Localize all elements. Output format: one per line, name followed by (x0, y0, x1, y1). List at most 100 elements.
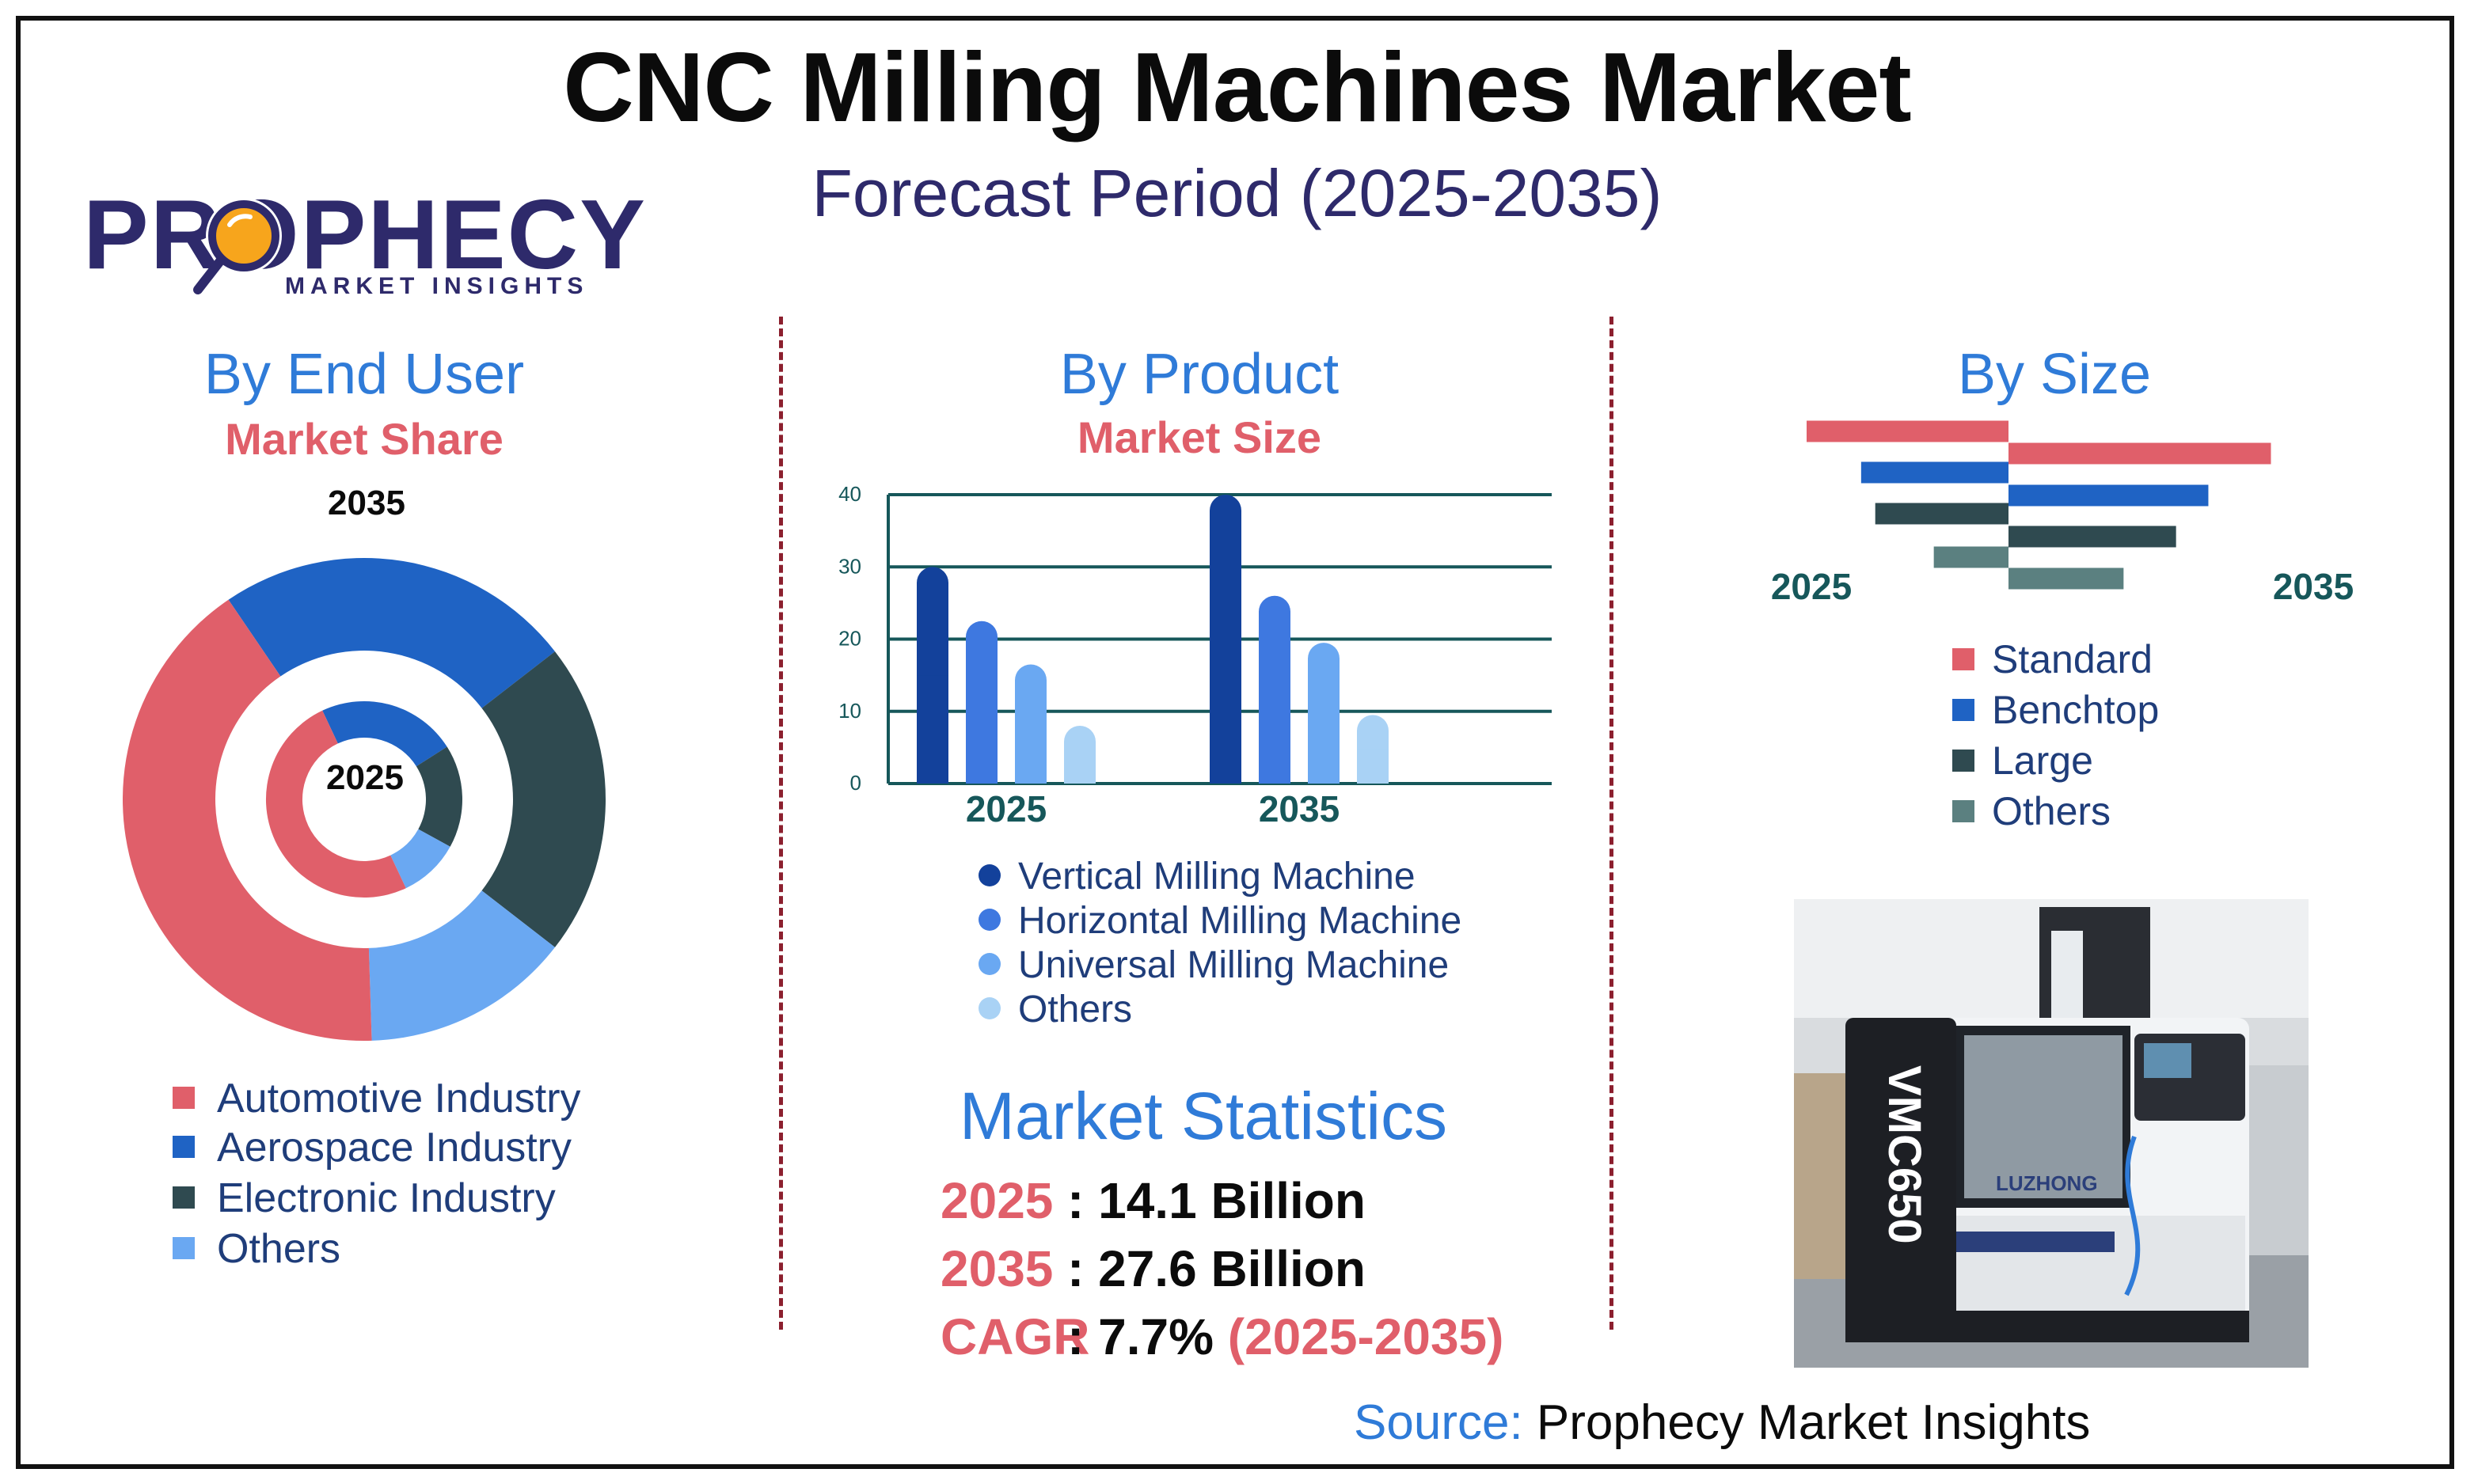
end-user-subtitle: Market Share (225, 414, 504, 464)
infographic-frame (16, 16, 2454, 1469)
legend-label: Automotive Industry (217, 1076, 581, 1122)
stat-value: : 14.1 Billion (1067, 1172, 1366, 1229)
donut-slice-electronic-industry (416, 746, 462, 847)
bar-base (1015, 723, 1047, 784)
legend-swatch (1952, 799, 1974, 822)
size-bar-2025-others (1933, 546, 2008, 568)
legend-label: Standard (1992, 637, 2153, 681)
logo-tagline: MARKET INSIGHTS (285, 273, 589, 299)
size-bar-chart: 2025 2035 (1771, 420, 2354, 607)
size-bar-2025-benchtop (1860, 461, 2008, 484)
size-bar-2035-standard (2008, 442, 2271, 465)
legend-item-large: Large (1952, 738, 2093, 784)
legend-label: Electronic Industry (217, 1175, 556, 1221)
legend-label: Large (1992, 738, 2093, 783)
legend-item-others: Others (173, 1225, 340, 1273)
size-bar-2025-standard (1807, 420, 2008, 442)
legend-label: Universal Milling Machine (1018, 944, 1450, 986)
y-tick-label: 30 (838, 554, 861, 578)
legend-swatch (979, 997, 1001, 1020)
legend-item-horizontal: Horizontal Milling Machine (979, 899, 1461, 943)
legend-item-automotive: Automotive Industry (173, 1075, 581, 1122)
donut-slice-others (368, 890, 555, 1041)
legend-swatch (979, 864, 1001, 887)
legend-swatch (1952, 749, 1974, 772)
stat-label: 2035 (941, 1240, 1054, 1297)
inner-ring (265, 701, 462, 898)
stat-row-2035: 2035: 27.6 Billion (941, 1239, 1366, 1298)
bar-base (966, 702, 998, 784)
donut-slice-aerospace-industry (228, 558, 555, 708)
legend-label: Others (1018, 989, 1133, 1030)
end-user-title: By End User (203, 343, 525, 406)
size-bar-2035-large (2008, 526, 2176, 548)
legend-item-aerospace: Aerospace Industry (173, 1124, 572, 1171)
source-label: Source: (1354, 1395, 1523, 1450)
bar-marks (917, 495, 1389, 784)
y-tick-label: 0 (850, 771, 861, 795)
end-user-donut-chart: 2035 2025 (122, 484, 606, 1041)
size-title: By Size (1957, 343, 2152, 406)
legend-swatch (173, 1087, 195, 1110)
size-bar-2035-others (2008, 567, 2124, 590)
stat-value: : 7.7% (1067, 1308, 1214, 1365)
bar-base (1308, 713, 1340, 784)
legend-label: Vertical Milling Machine (1018, 856, 1416, 898)
legend-label: Aerospace Industry (217, 1125, 572, 1171)
legend-swatch (979, 909, 1001, 932)
legend-label: Horizontal Milling Machine (1018, 900, 1462, 942)
legend-label: Others (1992, 789, 2111, 833)
y-tick-label: 10 (838, 699, 861, 723)
bar-base (1259, 689, 1290, 784)
legend-swatch (1952, 698, 1974, 721)
outer-ring-label: 2035 (328, 484, 405, 522)
logo-wordmark-text: PROPHECY (83, 180, 647, 290)
bar-base (1210, 639, 1241, 784)
legend-item-vertical: Vertical Milling Machine (979, 855, 1416, 898)
bar-base (1357, 749, 1389, 784)
stat-label: CAGR (941, 1308, 1090, 1365)
x-category-label: 2035 (1259, 788, 1340, 829)
subtitle: Forecast Period (2025-2035) (811, 156, 1663, 230)
bar-y-ticks: 0 10 20 30 40 (838, 482, 861, 795)
section-divider-left (779, 317, 783, 1330)
bar-base (1064, 754, 1096, 784)
legend-swatch (1952, 647, 1974, 670)
outer-ring (122, 558, 606, 1041)
source-value: Prophecy Market Insights (1536, 1395, 2091, 1450)
legend-item-size-others: Others (1952, 788, 2111, 834)
stats-title: Market Statistics (959, 1079, 1448, 1153)
legend-item-electronic: Electronic Industry (173, 1175, 556, 1222)
donut-slice-others (390, 829, 450, 889)
logo-wordmark: PROPHECY (83, 179, 647, 291)
donut-slice-automotive-industry (122, 599, 372, 1041)
inner-ring-label: 2025 (326, 758, 404, 797)
y-tick-label: 40 (838, 482, 861, 506)
size-right-label: 2035 (2273, 566, 2354, 607)
stat-row-cagr: CAGR: 7.7% (2025-2035) (941, 1308, 1503, 1366)
machine-brand-text: LUZHONG (1996, 1171, 2098, 1195)
bar-base (917, 675, 948, 784)
cnc-machine-photo: VMC650 LUZHONG (1794, 899, 2309, 1368)
section-divider-right (1609, 317, 1613, 1330)
legend-item-product-others: Others (979, 988, 1132, 1031)
bar-x-labels: 2025 2035 (966, 788, 1340, 829)
size-bar-2025-large (1875, 503, 2008, 525)
stat-label: 2025 (941, 1172, 1054, 1229)
legend-swatch (173, 1186, 195, 1209)
legend-swatch (173, 1136, 195, 1159)
main-title: CNC Milling Machines Market (563, 33, 1911, 142)
legend-swatch (173, 1237, 195, 1260)
stat-period: (2025-2035) (1227, 1308, 1504, 1365)
legend-swatch (979, 953, 1001, 976)
donut-slice-aerospace-industry (322, 701, 447, 767)
size-bar-2035-benchtop (2008, 484, 2209, 507)
legend-item-benchtop: Benchtop (1952, 687, 2159, 733)
product-title: By Product (1059, 343, 1340, 406)
source-line: Source: Prophecy Market Insights (1354, 1395, 2090, 1451)
machine-model-text: VMC650 (1879, 1065, 1930, 1244)
size-left-label: 2025 (1771, 566, 1852, 607)
legend-label: Others (217, 1226, 341, 1272)
product-subtitle: Market Size (1077, 412, 1322, 462)
legend-item-standard: Standard (1952, 636, 2153, 682)
